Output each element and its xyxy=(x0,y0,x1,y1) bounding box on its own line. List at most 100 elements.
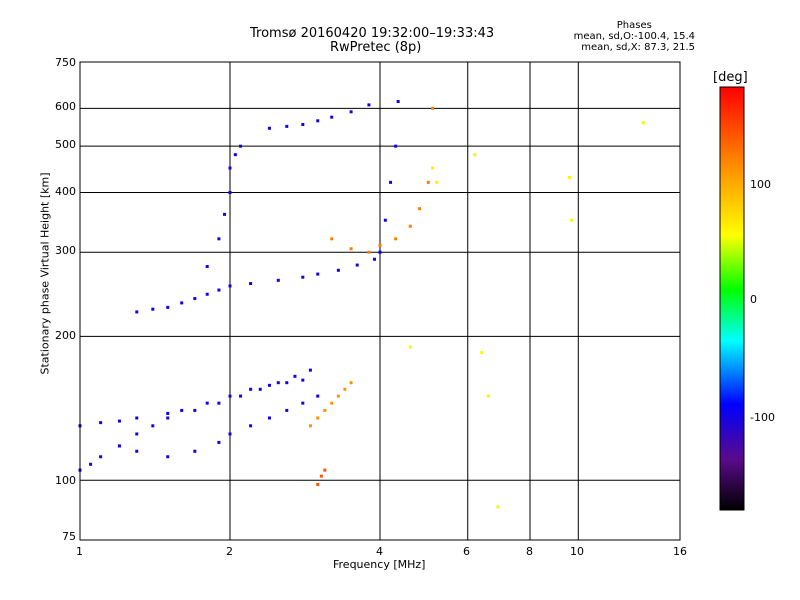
data-point xyxy=(228,190,232,194)
plot-frame xyxy=(79,61,681,541)
data-point xyxy=(486,394,490,398)
data-point xyxy=(567,175,571,179)
data-point xyxy=(308,424,312,428)
data-point xyxy=(435,180,439,184)
y-tick-100: 100 xyxy=(55,474,76,487)
y-tick-500: 500 xyxy=(55,138,76,151)
data-point xyxy=(151,307,155,311)
data-point xyxy=(239,144,243,148)
data-point xyxy=(258,387,262,391)
data-point xyxy=(166,416,170,420)
data-point xyxy=(135,310,139,314)
colorbar-tick-0: 0 xyxy=(750,293,757,306)
data-point xyxy=(135,416,139,420)
x-tick-10: 10 xyxy=(570,545,584,558)
y-tick-75: 75 xyxy=(62,530,76,543)
data-point xyxy=(330,237,334,241)
data-point xyxy=(217,288,221,292)
data-point xyxy=(426,180,430,184)
data-point xyxy=(239,394,243,398)
x-tick-4: 4 xyxy=(376,545,383,558)
data-point xyxy=(249,282,253,286)
data-point xyxy=(135,449,139,453)
data-point xyxy=(301,378,305,382)
data-point xyxy=(205,292,209,296)
data-point xyxy=(217,440,221,444)
y-tick-600: 600 xyxy=(55,100,76,113)
data-point xyxy=(378,243,382,247)
data-point xyxy=(431,106,435,110)
plot-grid xyxy=(80,62,680,540)
data-point xyxy=(166,411,170,415)
data-point xyxy=(431,166,435,170)
y-axis-title: Stationary phase Virtual Height [km] xyxy=(38,172,52,375)
data-point xyxy=(193,408,197,412)
x-tick-6: 6 xyxy=(463,545,470,558)
chart-title: Tromsø 20160420 19:32:00–19:33:43 xyxy=(250,26,495,41)
colorbar xyxy=(719,86,745,511)
data-point xyxy=(223,212,227,216)
data-point xyxy=(117,419,121,423)
data-point xyxy=(496,505,500,509)
data-point xyxy=(267,416,271,420)
data-point xyxy=(308,368,312,372)
data-point xyxy=(301,123,305,127)
phases-header: Phases xyxy=(616,20,652,31)
data-point xyxy=(180,301,184,305)
data-point xyxy=(99,421,103,425)
data-point xyxy=(408,224,412,228)
data-point xyxy=(285,408,289,412)
x-axis-title: Frequency [MHz] xyxy=(333,558,426,571)
data-point xyxy=(205,401,209,405)
colorbar-unit: [deg] xyxy=(713,70,748,85)
data-point xyxy=(323,408,327,412)
data-point xyxy=(166,305,170,309)
data-point xyxy=(330,401,334,405)
data-point xyxy=(473,153,477,157)
data-point xyxy=(267,383,271,387)
data-point xyxy=(378,250,382,254)
data-point xyxy=(217,401,221,405)
phases-info: Phases mean, sd,O:-100.4, 15.4 mean, sd,… xyxy=(574,20,695,53)
data-point xyxy=(180,408,184,412)
phases-x: mean, sd,X: 87.3, 21.5 xyxy=(581,42,695,53)
data-point xyxy=(228,432,232,436)
y-tick-400: 400 xyxy=(55,185,76,198)
data-point xyxy=(349,247,353,251)
data-point xyxy=(301,275,305,279)
data-point xyxy=(394,237,398,241)
data-point xyxy=(396,100,400,104)
data-point xyxy=(293,374,297,378)
x-tick-1: 1 xyxy=(76,545,83,558)
data-point xyxy=(267,126,271,130)
data-point xyxy=(343,387,347,391)
data-point xyxy=(151,424,155,428)
data-point xyxy=(316,416,320,420)
data-point xyxy=(99,455,103,459)
data-point xyxy=(276,381,280,385)
data-point xyxy=(389,180,393,184)
data-point xyxy=(193,297,197,301)
data-point xyxy=(323,468,327,472)
data-point xyxy=(330,115,334,119)
data-point xyxy=(408,345,412,349)
y-tick-300: 300 xyxy=(55,244,76,257)
data-point xyxy=(228,394,232,398)
data-point xyxy=(117,444,121,448)
colorbar-tick-100: 100 xyxy=(750,178,771,191)
data-point xyxy=(336,394,340,398)
data-point xyxy=(285,124,289,128)
data-point xyxy=(228,166,232,170)
x-tick-2: 2 xyxy=(226,545,233,558)
data-point xyxy=(316,119,320,123)
data-point xyxy=(480,351,484,355)
data-point xyxy=(276,278,280,282)
data-point xyxy=(233,153,237,157)
data-point xyxy=(319,474,323,478)
data-point xyxy=(193,449,197,453)
data-points xyxy=(78,100,645,509)
data-point xyxy=(301,401,305,405)
data-point xyxy=(205,265,209,269)
x-tick-16: 16 xyxy=(673,545,687,558)
